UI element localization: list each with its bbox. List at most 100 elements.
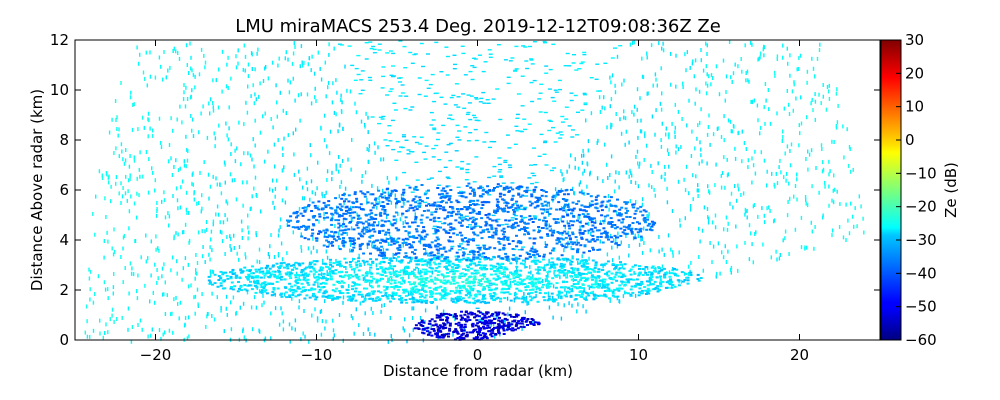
echo-cell xyxy=(434,239,438,242)
echo-cell xyxy=(293,284,297,287)
echo-cell xyxy=(387,277,391,280)
echo-cell xyxy=(521,301,525,304)
echo-cell xyxy=(311,232,315,235)
echo-cell xyxy=(392,102,397,104)
echo-cell xyxy=(754,171,757,176)
echo-cell xyxy=(470,65,475,67)
echo-cell xyxy=(684,52,686,57)
echo-cell xyxy=(455,298,459,301)
echo-cell xyxy=(392,215,396,218)
echo-cell xyxy=(153,300,156,305)
echo-cell xyxy=(345,288,349,291)
echo-cell xyxy=(544,65,549,67)
echo-cell xyxy=(620,280,624,283)
echo-cell xyxy=(750,231,752,236)
echo-cell xyxy=(478,279,481,282)
echo-cell xyxy=(551,198,555,201)
echo-cell xyxy=(125,174,127,179)
echo-cell xyxy=(97,274,100,279)
echo-cell xyxy=(358,245,362,248)
echo-cell xyxy=(296,294,300,297)
echo-cell xyxy=(118,191,120,196)
echo-cell xyxy=(343,266,347,268)
echo-cell xyxy=(307,273,311,276)
echo-cell xyxy=(173,297,175,302)
echo-cell xyxy=(414,161,419,163)
echo-cell xyxy=(213,131,215,136)
echo-cell xyxy=(611,123,613,128)
echo-cell xyxy=(487,247,491,250)
echo-cell xyxy=(724,185,726,190)
echo-cell xyxy=(359,190,363,193)
echo-cell xyxy=(365,230,369,233)
echo-cell xyxy=(408,275,410,280)
echo-cell xyxy=(118,127,120,132)
echo-cell xyxy=(507,164,512,166)
echo-cell xyxy=(493,299,497,302)
echo-cell xyxy=(416,200,421,202)
echo-cell xyxy=(370,202,374,205)
echo-cell xyxy=(340,180,343,185)
echo-cell xyxy=(513,222,517,225)
echo-cell xyxy=(411,199,415,202)
echo-cell xyxy=(630,231,634,233)
echo-cell xyxy=(543,264,547,267)
echo-cell xyxy=(668,164,670,169)
echo-cell xyxy=(428,263,432,266)
echo-cell xyxy=(150,239,152,244)
echo-cell xyxy=(362,332,365,336)
echo-cell xyxy=(130,90,132,95)
echo-cell xyxy=(672,267,676,270)
echo-cell xyxy=(122,246,124,251)
echo-cell xyxy=(725,260,728,264)
echo-cell xyxy=(537,266,541,269)
echo-cell xyxy=(181,277,183,282)
echo-cell xyxy=(251,157,253,162)
echo-cell xyxy=(550,169,554,172)
echo-cell xyxy=(498,118,503,121)
echo-cell xyxy=(344,225,348,228)
echo-cell xyxy=(291,226,295,229)
echo-cell xyxy=(752,163,755,168)
echo-cell xyxy=(334,239,338,242)
echo-cell xyxy=(814,99,817,104)
echo-cell xyxy=(338,231,340,236)
echo-cell xyxy=(521,295,525,298)
echo-cell xyxy=(406,266,410,269)
echo-cell xyxy=(372,221,376,224)
echo-cell xyxy=(128,226,130,231)
echo-cell xyxy=(385,248,389,251)
echo-cell xyxy=(442,208,446,211)
echo-cell xyxy=(136,191,138,196)
echo-cell xyxy=(334,269,338,272)
echo-cell xyxy=(408,225,412,228)
echo-cell xyxy=(618,171,620,176)
echo-cell xyxy=(599,294,602,297)
echo-cell xyxy=(505,185,509,188)
echo-cell xyxy=(211,283,214,286)
echo-cell xyxy=(706,43,708,48)
echo-cell xyxy=(229,172,232,177)
echo-cell xyxy=(407,292,410,297)
echo-cell xyxy=(407,271,411,274)
echo-cell xyxy=(408,51,413,54)
echo-cell xyxy=(268,254,271,259)
echo-cell xyxy=(423,271,427,274)
echo-cell xyxy=(210,237,212,242)
echo-cell xyxy=(129,261,132,266)
echo-cell xyxy=(426,252,429,257)
echo-cell xyxy=(429,124,434,126)
echo-cell xyxy=(129,173,131,178)
echo-cell xyxy=(379,266,383,269)
echo-cell xyxy=(504,319,506,324)
echo-cell xyxy=(788,112,791,116)
echo-cell xyxy=(566,290,570,293)
echo-cell xyxy=(404,271,408,274)
echo-cell xyxy=(391,237,395,240)
echo-cell xyxy=(398,274,401,277)
echo-cell xyxy=(510,182,515,184)
echo-cell xyxy=(456,266,459,269)
echo-cell xyxy=(324,299,326,304)
echo-cell xyxy=(375,200,377,205)
echo-cell xyxy=(431,280,434,283)
